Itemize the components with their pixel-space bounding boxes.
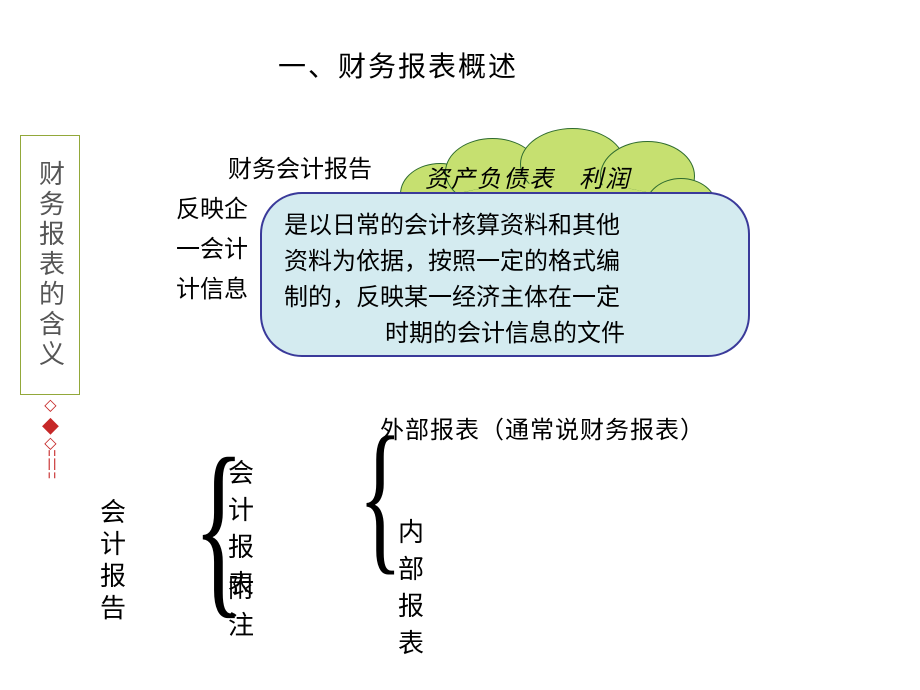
crossed-text: 外部报表（通常说财务报表） xyxy=(380,410,705,445)
crossed-tail: （通常说财务报表） xyxy=(480,418,705,444)
page-title: 一、财务报表概述 xyxy=(278,45,518,85)
tree-root: 会计 报告 xyxy=(100,497,126,625)
tree-root-l1: 会计 xyxy=(100,498,126,559)
chinese-knot-icon: ◇ ◆ ◇ ╎╎ ╎╎ xyxy=(42,398,59,480)
bubble-line: 资料为依据，按照一定的格式编 xyxy=(284,244,726,280)
banner-text: 财务报表的含义 xyxy=(32,160,69,370)
cloud-text-part: 资产负债表 xyxy=(425,167,555,193)
side-banner: 财务报表的含义 xyxy=(20,135,80,395)
bubble-line: 时期的会计信息的文件 xyxy=(284,316,726,352)
bubble-line: 是以日常的会计核算资料和其他 xyxy=(284,208,726,244)
speech-bubble: 是以日常的会计核算资料和其他 资料为依据，按照一定的格式编 制的，反映某一经济主… xyxy=(260,192,750,357)
brace-icon: { xyxy=(358,400,402,593)
tree-root-l2: 报告 xyxy=(100,562,126,623)
bubble-line: 制的，反映某一经济主体在一定 xyxy=(284,280,726,316)
tree-node: 附注 xyxy=(228,568,254,642)
bg-line: 财务会计报告 xyxy=(176,150,372,190)
cloud-text-part: 利润 xyxy=(579,167,631,193)
tree-leaf: 内部报表 xyxy=(398,512,424,660)
